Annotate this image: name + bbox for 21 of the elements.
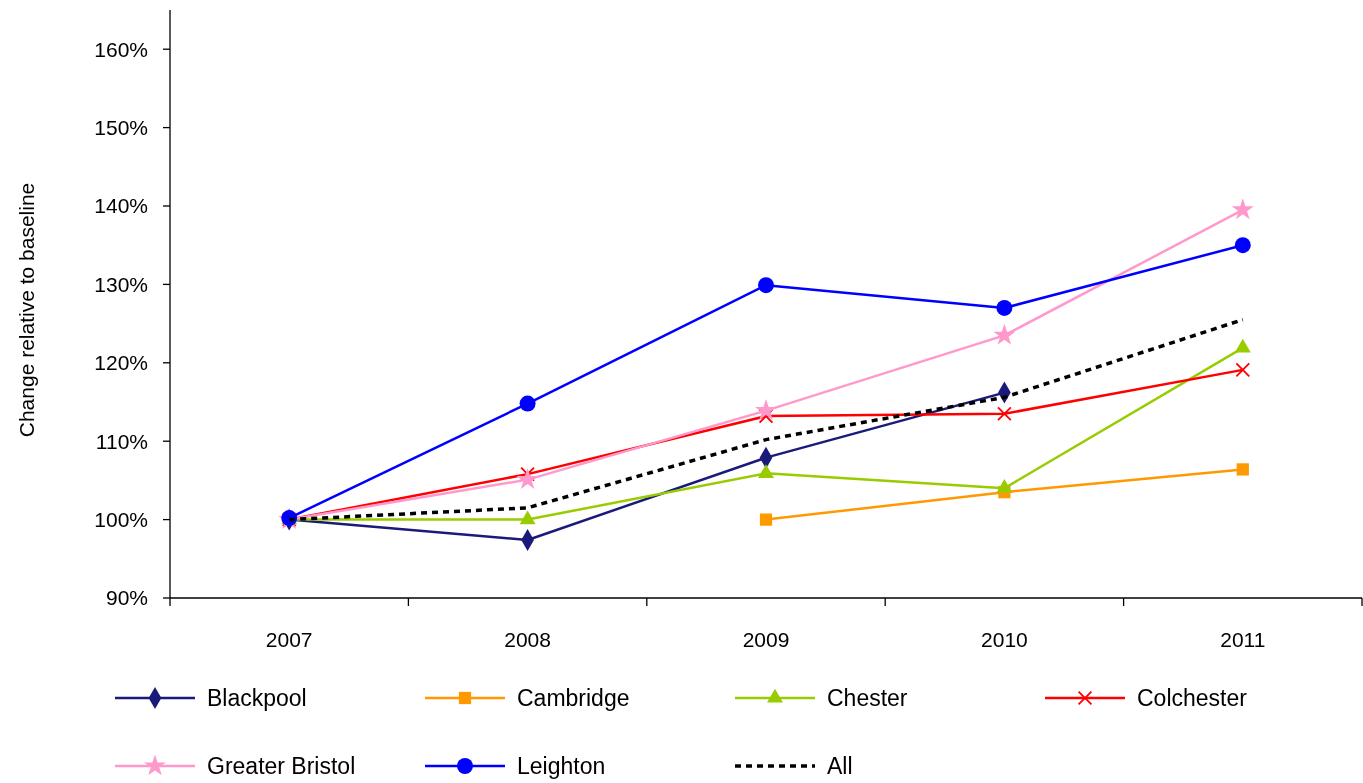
x-tick-label: 2007: [265, 628, 313, 651]
y-tick-label: 120%: [94, 351, 148, 375]
y-tick-label: 100%: [94, 507, 148, 531]
x-tick-label: 2010: [981, 628, 1028, 651]
y-tick-label: 140%: [94, 194, 148, 218]
x-tick-label: 2009: [742, 628, 790, 651]
legend-label: Blackpool: [207, 685, 307, 712]
legend-label: Chester: [827, 685, 908, 712]
x-tick-label: 2011: [1220, 628, 1266, 651]
legend-label: Colchester: [1137, 685, 1248, 712]
legend-label: All: [827, 753, 853, 780]
y-axis-title: Change relative to baseline: [15, 182, 38, 438]
legend-label: Leighton: [517, 753, 606, 780]
legend-label: Cambridge: [517, 685, 630, 712]
y-tick-label: 130%: [94, 272, 148, 296]
y-tick-label: 150%: [94, 115, 148, 139]
y-tick-label: 90%: [105, 586, 148, 610]
y-tick-label: 160%: [94, 37, 148, 61]
legend-label: Greater Bristol: [207, 753, 356, 780]
y-tick-label: 110%: [95, 429, 148, 453]
x-tick-label: 2008: [504, 628, 551, 651]
